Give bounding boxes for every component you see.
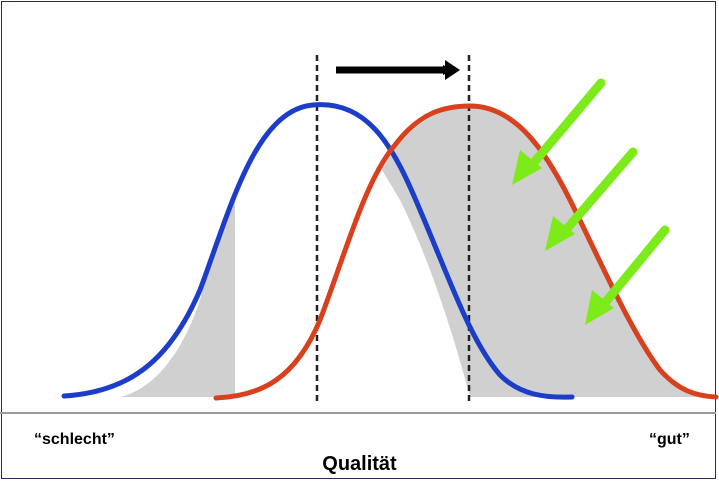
improvement-arrow-icon	[585, 225, 670, 325]
red-upper-shade	[382, 105, 716, 397]
improvement-arrow-icon	[545, 147, 638, 251]
label-bad-quality: “schlecht”	[34, 431, 115, 448]
improvement-arrow-icon	[512, 78, 606, 185]
blue-lower-tail-shade	[120, 190, 235, 397]
curve-after	[213, 103, 719, 401]
axis-title-quality: Qualität	[322, 453, 397, 475]
label-good-quality: “gut”	[649, 431, 690, 448]
shift-arrow-head	[445, 60, 460, 80]
curve-before	[61, 102, 575, 400]
